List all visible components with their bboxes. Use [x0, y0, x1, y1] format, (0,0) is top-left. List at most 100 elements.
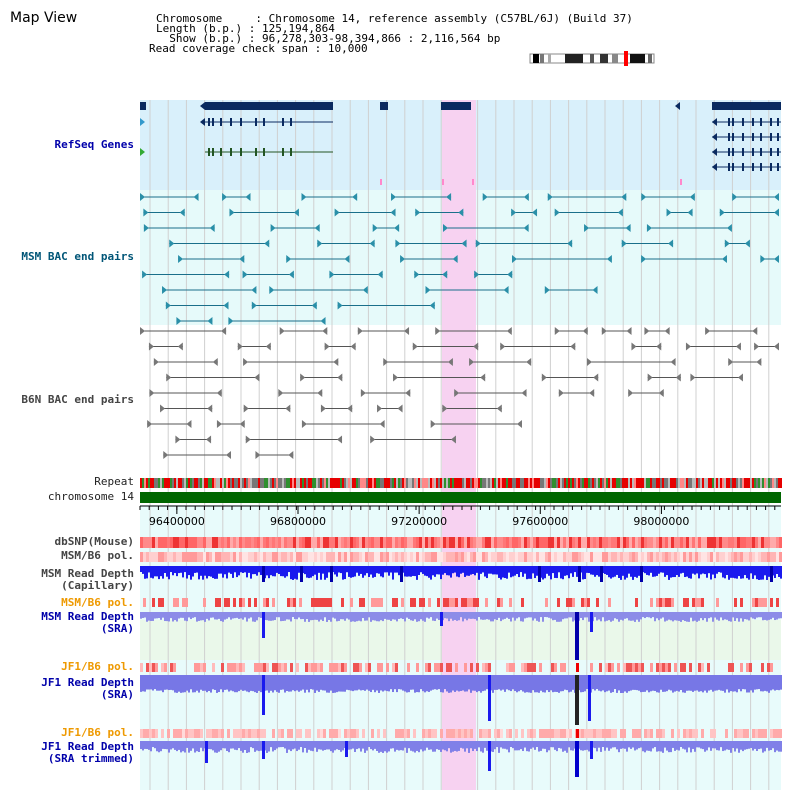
depth-bar — [340, 566, 342, 573]
depth-bar — [372, 612, 374, 620]
repeat-element — [162, 478, 164, 488]
heat-cell — [497, 729, 500, 738]
label-b6n-bac[interactable]: B6N BAC end pairs — [21, 394, 134, 406]
depth-bar — [372, 675, 374, 690]
depth-bar — [310, 612, 312, 620]
depth-bar — [694, 612, 696, 621]
depth-bar — [302, 675, 304, 690]
depth-bar — [290, 612, 292, 621]
heat-cell — [530, 663, 533, 672]
heat-cell — [401, 552, 404, 562]
depth-bar — [662, 612, 664, 617]
heat-cell — [653, 552, 656, 562]
label-msm-b6-pol[interactable]: MSM/B6 pol. — [61, 550, 134, 562]
depth-bar — [718, 566, 720, 572]
depth-bar — [612, 612, 614, 621]
depth-bar — [160, 675, 162, 691]
heat-cell — [440, 663, 443, 672]
depth-bar — [712, 741, 714, 748]
heat-cell — [596, 552, 599, 562]
depth-bar — [258, 675, 260, 691]
heat-cell — [224, 537, 227, 548]
heat-cell — [458, 537, 461, 548]
heat-cell — [335, 537, 338, 548]
heat-cell — [140, 537, 143, 548]
depth-bar — [162, 741, 164, 749]
heat-cell — [170, 537, 173, 548]
depth-bar — [708, 612, 710, 618]
label-jf1-b6-pol[interactable]: JF1/B6 pol. — [61, 661, 134, 673]
repeat-element — [490, 478, 492, 488]
heat-cell — [308, 663, 311, 672]
depth-bar — [534, 741, 536, 750]
heat-cell — [263, 552, 266, 562]
repeat-element — [448, 478, 450, 488]
depth-bar — [168, 566, 170, 579]
repeat-element — [400, 478, 402, 488]
depth-bar — [558, 612, 560, 622]
heat-cell — [593, 552, 596, 562]
heat-cell — [614, 729, 617, 738]
depth-bar — [582, 675, 584, 692]
label-jf1-depth-trimmed[interactable]: JF1 Read Depth (SRA trimmed) — [41, 741, 134, 765]
depth-bar — [554, 566, 556, 578]
depth-bar — [378, 741, 380, 753]
depth-bar — [272, 612, 274, 621]
heat-cell — [512, 552, 515, 562]
repeat-element — [584, 478, 586, 488]
depth-bar — [354, 741, 356, 752]
label-jf1-b6-pol-2[interactable]: JF1/B6 pol. — [61, 727, 134, 739]
depth-bar — [358, 566, 360, 576]
depth-bar — [736, 566, 738, 579]
repeat-element — [592, 478, 594, 488]
heat-cell — [599, 663, 602, 672]
depth-bar — [714, 741, 716, 748]
depth-bar — [630, 612, 632, 621]
depth-bar — [140, 675, 142, 692]
depth-bar — [564, 741, 566, 751]
heat-cell — [425, 552, 428, 562]
depth-bar — [290, 741, 292, 751]
depth-bar — [568, 741, 570, 747]
depth-bar — [768, 675, 770, 693]
depth-bar — [164, 612, 166, 621]
heat-cell — [362, 552, 365, 562]
label-jf1-depth-sra[interactable]: JF1 Read Depth (SRA) — [41, 677, 134, 701]
depth-bar — [560, 612, 562, 622]
label-msm-depth-capillary[interactable]: MSM Read Depth (Capillary) — [41, 568, 134, 592]
depth-bar — [556, 612, 558, 622]
label-msm-depth-sra[interactable]: MSM Read Depth (SRA) — [41, 611, 134, 635]
heat-cell — [254, 729, 257, 738]
depth-bar — [286, 741, 288, 753]
depth-bar — [728, 741, 730, 750]
heat-cell — [746, 729, 749, 738]
depth-bar — [232, 612, 234, 618]
repeat-element — [672, 478, 674, 488]
heat-cell — [737, 552, 740, 562]
label-refseq-genes[interactable]: RefSeq Genes — [55, 139, 134, 151]
heat-cell — [587, 537, 590, 548]
repeat-element — [492, 478, 494, 488]
depth-bar — [226, 675, 228, 690]
heat-cell — [533, 552, 536, 562]
depth-bar — [386, 741, 388, 753]
depth-bar — [682, 612, 684, 620]
depth-bar — [388, 741, 390, 751]
depth-bar — [228, 675, 230, 692]
heat-cell — [488, 663, 491, 672]
repeat-element — [614, 478, 616, 488]
depth-bar — [702, 675, 704, 692]
label-msm-b6-pol-2[interactable]: MSM/B6 pol. — [61, 597, 134, 609]
heat-cell — [758, 729, 761, 738]
depth-bar — [196, 612, 198, 622]
heat-cell — [521, 663, 524, 672]
heat-cell — [446, 663, 449, 672]
heat-cell — [317, 729, 320, 738]
label-dbsnp[interactable]: dbSNP(Mouse) — [55, 536, 134, 548]
depth-bar — [696, 675, 698, 690]
label-msm-bac[interactable]: MSM BAC end pairs — [21, 251, 134, 263]
depth-bar — [714, 566, 716, 578]
depth-bar — [296, 741, 298, 751]
depth-bar — [682, 566, 684, 573]
heat-cell — [740, 598, 743, 607]
